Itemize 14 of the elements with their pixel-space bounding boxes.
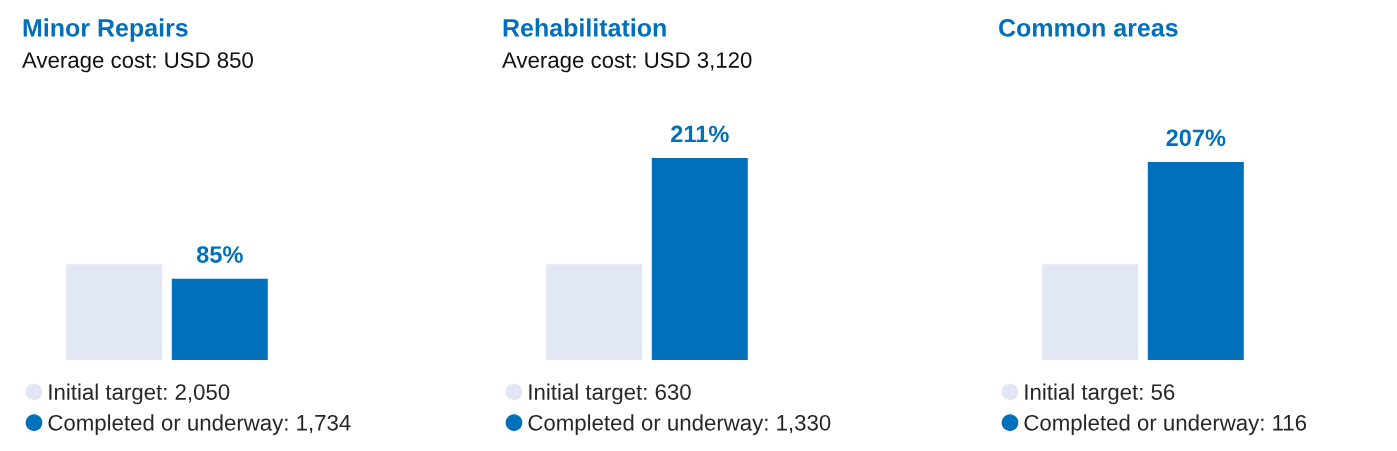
legend-label: Initial target: 56 [1025,383,1175,405]
legend-label: Completed or underway: 116 [1024,414,1307,436]
data-label: 207% [1166,129,1226,147]
chart-subtitle: Average cost: USD 3,120 [502,52,752,73]
legend-label: Initial target: 630 [529,383,691,405]
chart-subtitle: Average cost: USD 850 [22,52,253,73]
chart-title: Minor Repairs [23,18,188,42]
data-label: 211% [671,125,729,143]
legend-label: Completed or underway: 1,734 [48,414,351,436]
chart-title: Rehabilitation [503,18,666,37]
legend-label: Initial target: 2,050 [49,383,230,405]
chart-title: Common areas [999,19,1178,37]
data-label: 85% [196,246,243,263]
legend-label: Completed or underway: 1,330 [528,414,831,436]
